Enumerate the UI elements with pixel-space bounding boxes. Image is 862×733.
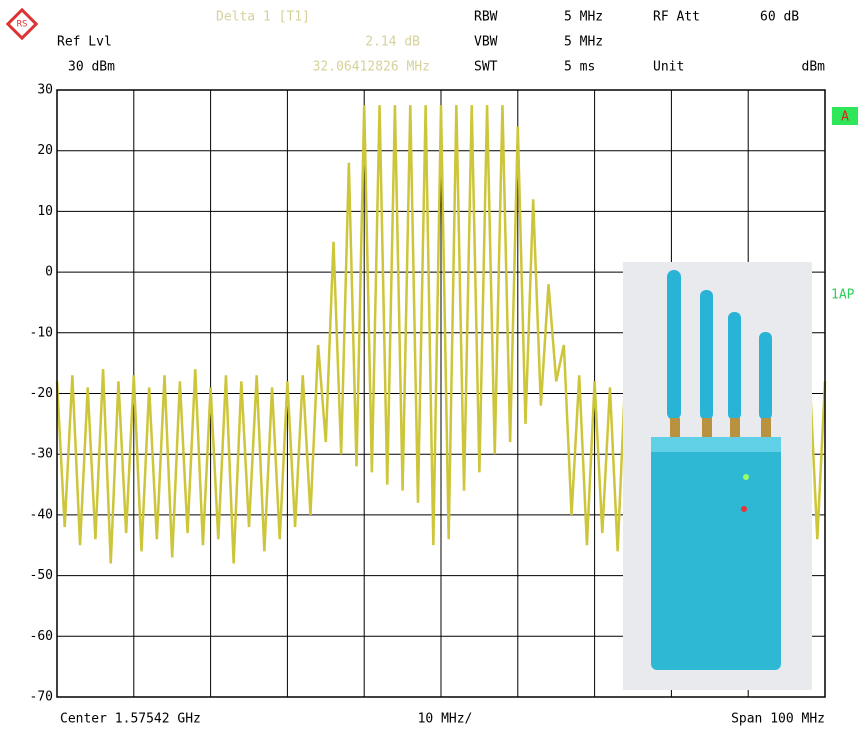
y-tick-label: -70 bbox=[30, 690, 53, 705]
vbw-label: VBW bbox=[474, 35, 498, 50]
y-tick-label: 30 bbox=[37, 83, 53, 98]
ref-label: Ref Lvl bbox=[57, 35, 112, 50]
swt-value: 5 ms bbox=[564, 60, 595, 75]
center-label: Center 1.57542 GHz bbox=[60, 712, 201, 727]
logo: RS bbox=[8, 10, 36, 38]
y-tick-label: -50 bbox=[30, 568, 53, 583]
ref-value: 30 dBm bbox=[68, 60, 115, 75]
delta-freq: 32.06412826 MHz bbox=[313, 60, 430, 75]
unit-label: Unit bbox=[653, 60, 684, 75]
y-tick-label: 20 bbox=[37, 143, 53, 158]
rbw-value: 5 MHz bbox=[564, 10, 603, 25]
y-tick-label: -10 bbox=[30, 325, 53, 340]
att-value: 60 dB bbox=[760, 10, 799, 25]
span-label: Span 100 MHz bbox=[731, 712, 825, 727]
trace-label: A bbox=[841, 110, 849, 125]
y-tick-label: 0 bbox=[45, 265, 53, 280]
y-tick-label: -60 bbox=[30, 629, 53, 644]
jammer-photo bbox=[623, 262, 812, 690]
svg-text:RS: RS bbox=[17, 20, 28, 30]
unit-value: dBm bbox=[802, 60, 826, 75]
y-tick-label: 10 bbox=[37, 204, 53, 219]
vbw-value: 5 MHz bbox=[564, 35, 603, 50]
y-tick-label: -30 bbox=[30, 447, 53, 462]
div-label: 10 MHz/ bbox=[418, 712, 473, 727]
swt-label: SWT bbox=[474, 60, 498, 75]
delta-level: 2.14 dB bbox=[365, 35, 420, 50]
y-tick-label: -20 bbox=[30, 386, 53, 401]
detector-label: 1AP bbox=[831, 288, 855, 303]
delta-label: Delta 1 [T1] bbox=[216, 10, 310, 25]
analyzer-screen: RS Ref Lvl 30 dBm Delta 1 [T1] 2.14 dB 3… bbox=[0, 0, 862, 733]
page: {"header": {"ref_label": "Ref Lvl", "ref… bbox=[0, 0, 862, 733]
att-label: RF Att bbox=[653, 10, 700, 25]
rbw-label: RBW bbox=[474, 10, 498, 25]
y-tick-label: -40 bbox=[30, 507, 53, 522]
